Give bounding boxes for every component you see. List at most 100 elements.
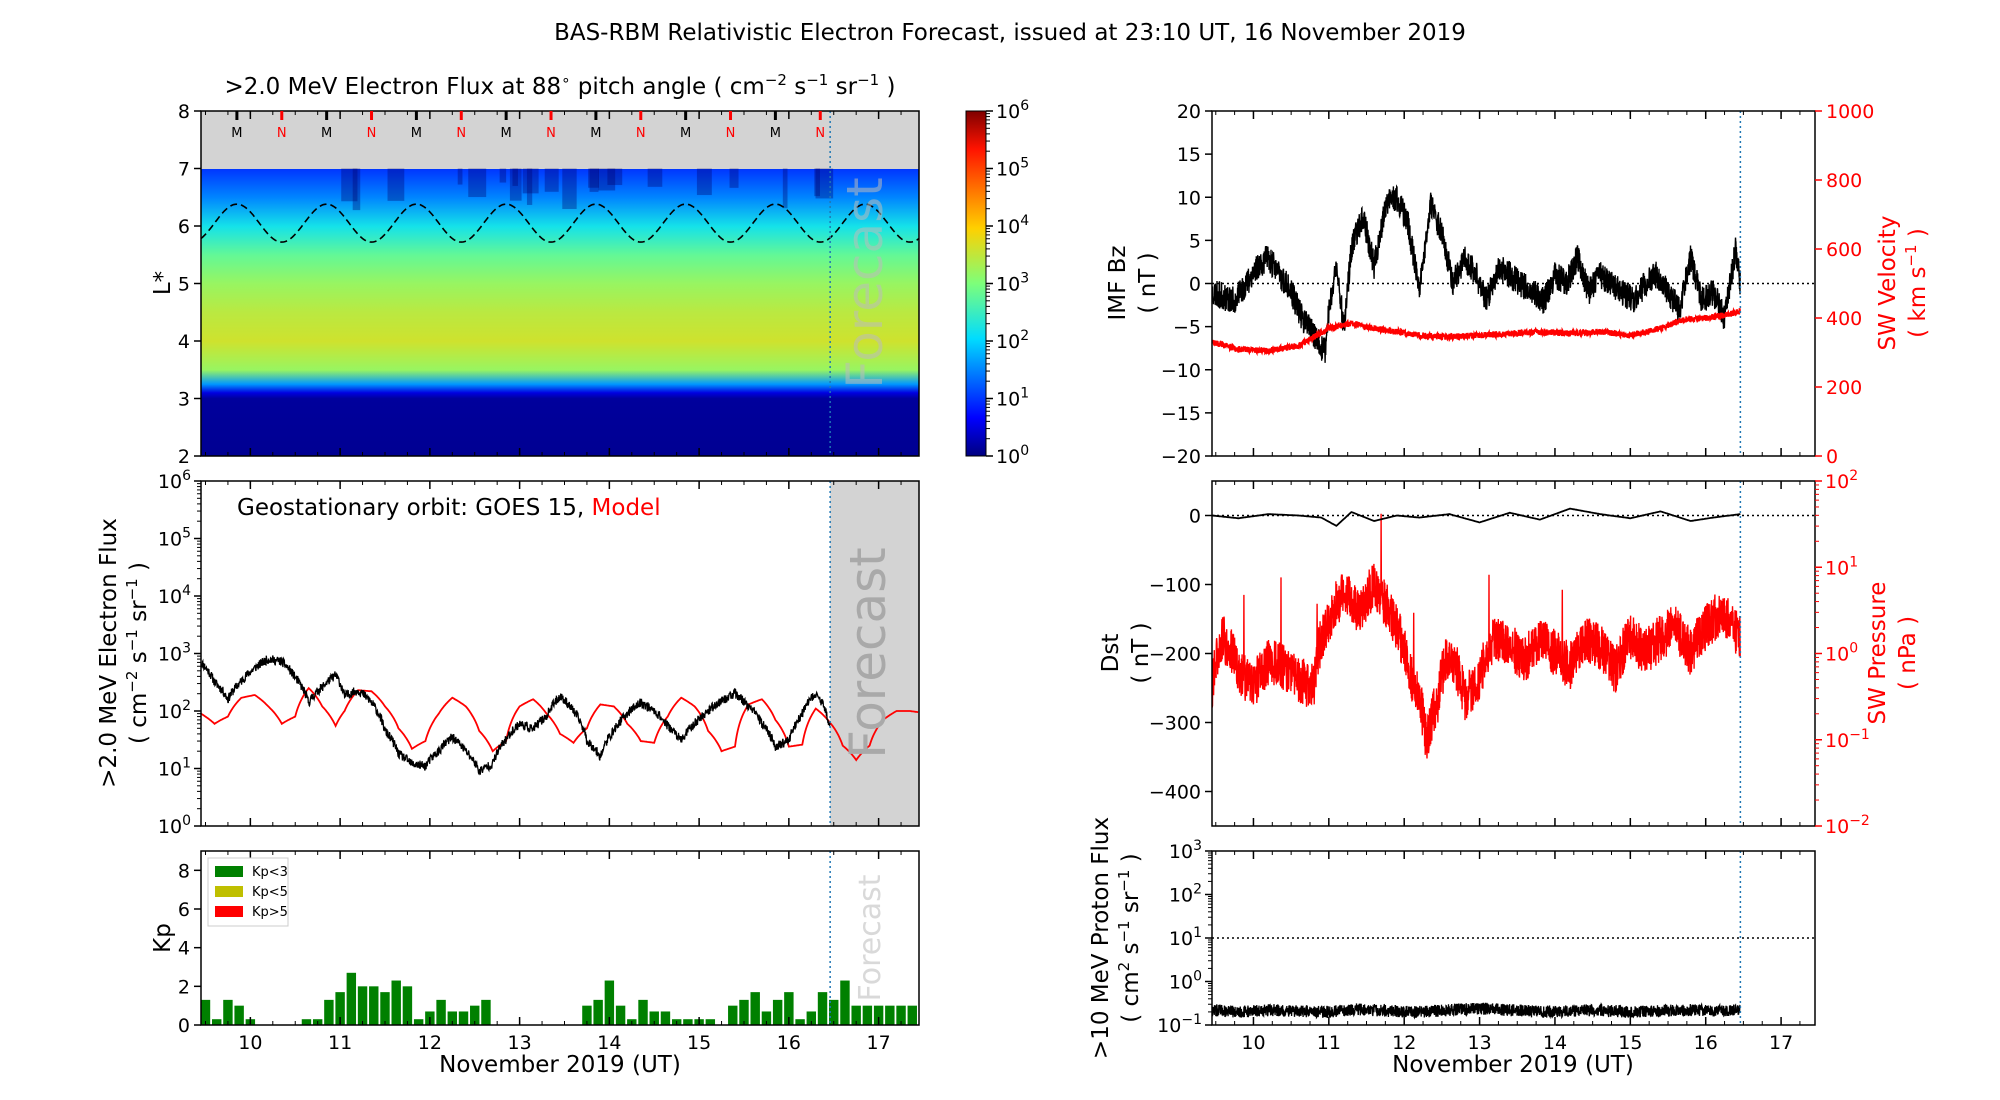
- geo-ylabel-l2-exp3: −1: [123, 578, 141, 600]
- kp-bar: [301, 1019, 312, 1025]
- panel-lstar-title-a: >2.0 MeV Electron Flux at 88: [224, 74, 561, 100]
- panel-lstar-title-degree: ∘: [561, 71, 570, 89]
- proton-ylabel-l2-exp1: 2: [1115, 962, 1133, 972]
- imf-ytick-label: −10: [1161, 360, 1201, 382]
- sw-pressure-ytick-label: 102: [1825, 468, 1858, 493]
- kp-legend-swatch: [215, 866, 243, 877]
- kp-ylabel: Kp: [150, 923, 176, 953]
- kp-ytick-label: 8: [178, 860, 190, 882]
- kp-bar: [593, 999, 603, 1025]
- geo-ylabel-l2-c: sr: [126, 600, 152, 629]
- orbit-marker-label: M: [321, 126, 332, 141]
- lstar-substructure: [589, 168, 599, 192]
- dst-ytick-label: 0: [1189, 506, 1201, 528]
- proton-ylabel-line1: >10 MeV Proton Flux: [1088, 817, 1114, 1059]
- imf-y2label-line2: ( km s−1 ): [1902, 228, 1931, 338]
- proton-ytick-label-exp: 2: [1193, 882, 1202, 898]
- dst-ytick-label: −400: [1149, 782, 1201, 804]
- imf-bz-line: [1212, 184, 1741, 363]
- orbit-marker-label: M: [231, 126, 242, 141]
- geo-ylabel-line2: ( cm−2 s−1 sr−1 ): [123, 562, 152, 744]
- lstar-substructure: [457, 168, 463, 185]
- geo-ylabel-l2-d: ): [126, 562, 152, 578]
- proton-ytick-label: 101: [1169, 925, 1202, 950]
- kp-bar: [335, 992, 345, 1025]
- proton-xtick-label: 12: [1392, 1032, 1416, 1054]
- geo-ylabel-l2-exp2: −1: [123, 629, 141, 651]
- lstar-substructure: [512, 168, 518, 186]
- imf-ylabel-line2: ( nT ): [1135, 252, 1161, 313]
- dst-line: [1212, 507, 1741, 527]
- colorbar-tick-label-exp: 3: [1020, 271, 1029, 287]
- sw-velocity-ytick-label: 400: [1826, 308, 1862, 330]
- kp-bar: [806, 1011, 817, 1025]
- lstar-ytick-label: 4: [178, 331, 190, 353]
- sw-pressure-ytick-label-exp: −1: [1849, 727, 1870, 743]
- colorbar-tick-label: 102: [996, 328, 1029, 353]
- panel-lstar-title-b: pitch angle ( cm: [571, 74, 765, 100]
- proton-xtick-label: 14: [1543, 1032, 1567, 1054]
- lstar-substructure: [729, 168, 739, 188]
- kp-bar: [840, 980, 850, 1025]
- sw-pressure-ytick-label-exp: 2: [1849, 468, 1858, 484]
- kp-xtick-label: 15: [687, 1032, 711, 1054]
- geo-ytick-label-exp: 2: [182, 698, 191, 714]
- geo-ytick-label-exp: 1: [182, 756, 191, 772]
- lstar-substructure: [814, 168, 820, 197]
- geo-frame: [200, 480, 920, 827]
- geo-ylabel-line1: >2.0 MeV Electron Flux: [96, 518, 122, 788]
- kp-bar: [380, 992, 390, 1025]
- proton-ylabel-l2-exp2: −1: [1115, 920, 1133, 942]
- kp-bar: [604, 980, 615, 1025]
- imf-series: [1212, 111, 1815, 456]
- geo-ylabel-l2-b: s: [126, 651, 152, 670]
- kp-xtick-label: 13: [508, 1032, 532, 1054]
- imf-ylabel-line1: IMF Bz: [1105, 245, 1131, 320]
- colorbar-tick-label-base: 10: [996, 446, 1020, 468]
- lstar-flux-field: [201, 169, 919, 456]
- orbit-marker-label: M: [590, 126, 601, 141]
- kp-legend: Kp<3 Kp<5 Kp>5: [207, 857, 289, 927]
- dst-ylabel-line2: ( nT ): [1128, 622, 1154, 683]
- sw-pressure-ytick-label: 101: [1825, 554, 1858, 579]
- kp-bar: [391, 980, 401, 1025]
- lstar-substructure: [499, 168, 507, 183]
- orbit-marker-label: N: [636, 126, 646, 141]
- sw-velocity-ytick-label: 1000: [1826, 101, 1874, 123]
- panel-geo-flux: Forecast Geostationary orbit: GOES 15, M…: [96, 468, 920, 838]
- geo-ytick-label-base: 10: [158, 816, 182, 838]
- orbit-marker-label: N: [367, 126, 377, 141]
- lstar-substructure: [782, 168, 788, 209]
- geo-ytick-label: 101: [158, 756, 191, 781]
- orbit-marker-label: N: [277, 126, 287, 141]
- sw-velocity-ytick-label: 600: [1826, 239, 1862, 261]
- colorbar-tick-label: 106: [996, 98, 1029, 123]
- imf-ytick-label: 20: [1177, 101, 1201, 123]
- colorbar-tick-label-base: 10: [996, 101, 1020, 123]
- colorbar-tick-label-exp: 6: [1020, 98, 1029, 114]
- kp-bar: [481, 999, 491, 1025]
- kp-forecast-label: Forecast: [853, 874, 888, 1001]
- geo-ytick-label-base: 10: [158, 644, 182, 666]
- lstar-substructure: [341, 168, 358, 202]
- geo-ytick-label-exp: 5: [182, 526, 191, 542]
- colorbar-tick-label-exp: 0: [1020, 443, 1029, 459]
- proton-ytick-label-base: 10: [1157, 1015, 1181, 1037]
- sw-pressure-ytick-label-base: 10: [1825, 557, 1849, 579]
- kp-bar: [705, 1019, 716, 1025]
- dst-ytick-label: −300: [1149, 713, 1201, 735]
- colorbar-tick-label-exp: 5: [1020, 156, 1029, 172]
- kp-bar: [750, 992, 760, 1025]
- geo-ytick-label: 104: [158, 583, 191, 608]
- kp-bar: [885, 1005, 895, 1025]
- orbit-marker-label: N: [546, 126, 556, 141]
- geo-ytick-label-exp: 4: [182, 583, 191, 599]
